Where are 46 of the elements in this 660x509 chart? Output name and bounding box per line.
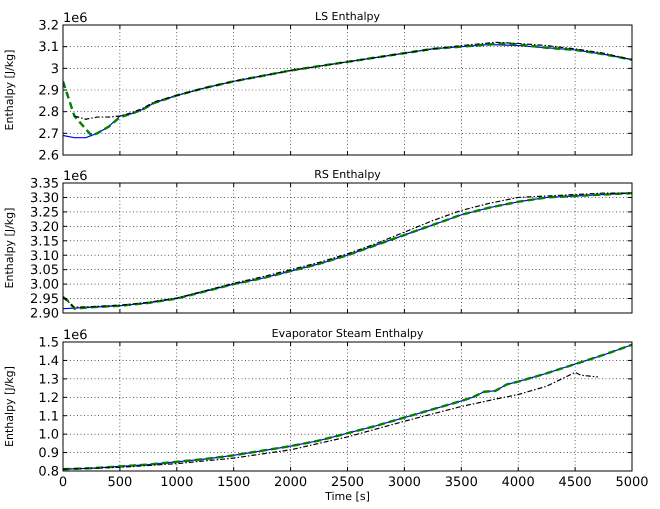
x-axis-title: Time [s] bbox=[324, 490, 370, 503]
y-tick-label: 1.3 bbox=[38, 372, 59, 388]
chart-title: Evaporator Steam Enthalpy bbox=[272, 327, 424, 340]
y-tick-label: 1.0 bbox=[38, 428, 59, 443]
x-tick-label: 2500 bbox=[330, 475, 364, 490]
annotation: 1e6 bbox=[63, 328, 88, 343]
y-tick-label: 3.35 bbox=[30, 176, 59, 192]
y-tick-label: 2.6 bbox=[38, 148, 59, 164]
y-tick-label: 3.2 bbox=[38, 18, 59, 34]
x-tick-label: 4000 bbox=[502, 475, 535, 490]
x-tick-label: 500 bbox=[107, 475, 132, 490]
y-tick-label: 3 bbox=[50, 62, 59, 77]
y-tick-label: 2.90 bbox=[30, 306, 59, 322]
y-tick-label: 1.4 bbox=[38, 354, 59, 369]
x-tick-label: 1500 bbox=[217, 475, 250, 490]
y-tick-label: 3.10 bbox=[30, 248, 59, 264]
annotation: 1e6 bbox=[63, 11, 88, 26]
y-tick-label: 3.00 bbox=[30, 278, 59, 293]
x-tick-label: 0 bbox=[58, 475, 68, 490]
y-tick-label: 2.95 bbox=[30, 292, 59, 308]
y-tick-label: 0.9 bbox=[38, 446, 59, 462]
chart-title: RS Enthalpy bbox=[314, 168, 382, 181]
x-tick-label: 2000 bbox=[274, 475, 308, 490]
y-axis-title: Enthalpy [J/kg] bbox=[3, 50, 16, 130]
y-tick-label: 3.20 bbox=[30, 220, 59, 235]
chart-title: LS Enthalpy bbox=[314, 10, 381, 23]
y-tick-label: 3.25 bbox=[30, 205, 59, 220]
y-tick-label: 2.8 bbox=[38, 105, 59, 120]
y-axis-title: Enthalpy [J/kg] bbox=[3, 208, 16, 288]
y-tick-label: 0.8 bbox=[38, 464, 59, 480]
y-axis-title: Enthalpy [J/kg] bbox=[3, 366, 16, 447]
y-tick-label: 3.15 bbox=[30, 234, 59, 250]
y-tick-label: 2.7 bbox=[38, 126, 59, 142]
y-tick-label: 1.2 bbox=[38, 390, 59, 406]
x-tick-label: 4500 bbox=[558, 475, 592, 490]
x-tick-label: 3500 bbox=[444, 475, 478, 490]
x-tick-label: 1000 bbox=[160, 475, 194, 490]
x-tick-label: 3000 bbox=[388, 475, 421, 490]
y-tick-label: 3.1 bbox=[38, 40, 59, 56]
y-tick-label: 1.1 bbox=[38, 409, 59, 424]
annotation: 1e6 bbox=[63, 169, 88, 184]
y-tick-label: 3.30 bbox=[30, 190, 59, 206]
y-tick-label: 1.5 bbox=[38, 336, 59, 351]
y-tick-label: 2.9 bbox=[38, 84, 59, 99]
x-tick-label: 5000 bbox=[615, 475, 649, 490]
y-tick-label: 3.05 bbox=[30, 263, 59, 278]
